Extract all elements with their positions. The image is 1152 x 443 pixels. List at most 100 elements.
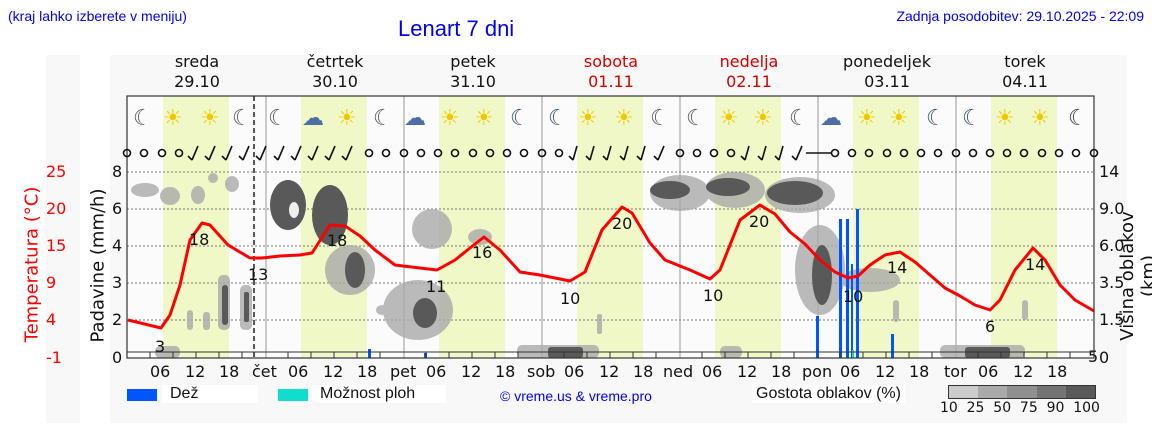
region-hint[interactable]: (kraj lahko izberete v meniju) [8,8,187,24]
temp-tick: -1 [46,348,62,367]
moon-fog-icon: ☾ [548,106,568,131]
daylight-bands [163,96,1057,358]
temp-tick: 20 [46,199,67,218]
x-tick: 06 [978,362,999,381]
temperature-axis-strip [46,55,80,423]
x-tick: 12 [323,362,344,381]
svg-text:10: 10 [843,287,863,306]
sun-fog-icon: ☀ [995,106,1015,131]
x-tick: čet [252,362,277,381]
cloud-rain-icon: ☁ [404,106,426,131]
sun-icon: ☀ [1030,106,1050,131]
moon-fog-icon: ☾ [926,106,946,131]
x-tick: 12 [875,362,896,381]
precip-tick: 8 [112,162,123,181]
cloud-tick: 6.0 [1099,236,1125,255]
x-tick: 12 [461,362,482,381]
x-tick: 12 [185,362,206,381]
day-header-2: petek 31.10 [450,52,496,91]
precip-tick: 4 [112,236,123,255]
sun-cloud-icon: ☀ [200,106,220,131]
sun-icon: ☀ [614,106,634,131]
svg-text:16: 16 [472,243,492,262]
weather-icons: ☾ ☀ ☀ ☾ ☾ ☁ ☀ ☾ ☁ ☀ ☀ ☾ ☾ ☀ ☀ ☾ ☾ ☀ ☀ ☾ … [133,106,1088,131]
x-tick: sob [527,362,556,381]
sun-cloud-icon: ☀ [719,106,739,131]
cloud-tick: 3.5 [1099,273,1125,292]
sun-cloud-icon: ☀ [474,106,494,131]
cloud-heavy-rain-icon: ☁ [820,106,842,131]
cloud-tick: 14 [1099,162,1120,181]
rain-legend-label: Dež [162,385,258,403]
cloud-density-ticks: 10 25 50 75 90 100 [940,400,1100,416]
temperature-labels: 3 18 13 18 11 16 10 20 10 20 10 14 6 14 … [155,212,1098,366]
x-tick: 12 [599,362,620,381]
moon-cloud-rain-icon: ☾ [789,106,809,131]
x-tick: 06 [150,362,171,381]
x-tick: 18 [495,362,516,381]
svg-text:20: 20 [749,212,769,231]
sun-cloud-rain-icon: ☀ [889,106,909,131]
wind-row [122,145,1099,161]
temp-tick: 15 [46,236,67,255]
svg-text:10: 10 [703,286,723,305]
cloud-tick: 0 [1099,348,1110,367]
shower-legend-swatch [278,389,308,401]
temp-tick: 25 [46,162,67,181]
moon-cloud-icon: ☾ [133,106,153,131]
cloud-density-scale [948,385,1096,399]
day-header-0: sreda 29.10 [174,52,220,91]
moon-cloud-icon: ☾ [268,106,288,131]
temp-tick: 9 [46,273,57,292]
precip-tick: 6 [112,199,123,218]
x-tick: pet [390,362,417,381]
precip-tick: 0 [112,348,123,367]
x-tick: 18 [357,362,378,381]
shower-legend-label: Možnost ploh [312,385,446,403]
sun-cloud-rain-icon: ☀ [337,106,357,131]
cloud-height-axis-label: Višina oblakov (km) [1117,211,1152,341]
svg-text:5: 5 [1088,347,1098,366]
svg-text:18: 18 [189,230,209,249]
x-tick: 18 [909,362,930,381]
hour-ticks [149,352,1071,358]
x-tick: 06 [702,362,723,381]
precip-tick: 3 [112,273,123,292]
sun-cloud-icon: ☀ [440,106,460,131]
x-tick: ned [663,362,694,381]
moon-cloud-icon: ☾ [232,106,252,131]
sun-cloud-icon: ☀ [753,106,773,131]
x-tick: 12 [1013,362,1034,381]
svg-text:11: 11 [426,277,446,296]
svg-text:14: 14 [887,258,907,277]
moon-cloud-icon: ☾ [373,106,393,131]
cloud-tick: 1.5 [1099,310,1125,329]
day-header-4: nedelja 02.11 [719,52,779,91]
day-header-3: sobota 01.11 [583,52,639,91]
svg-text:18: 18 [327,231,347,250]
x-tick: 18 [1047,362,1068,381]
day-header-1: četrtek 30.10 [306,52,364,91]
svg-text:10: 10 [560,289,580,308]
moon-cloud-icon: ☾ [686,106,706,131]
svg-text:13: 13 [248,265,268,284]
day-header-5: ponedeljek 03.11 [843,52,931,91]
x-tick: 06 [426,362,447,381]
copyright-link[interactable]: © vreme.us & vreme.pro [500,388,652,404]
x-tick: 18 [771,362,792,381]
precip-tick: 2 [112,310,123,329]
rain-legend-swatch [127,389,157,401]
x-tick: 12 [737,362,758,381]
shower-bar [852,350,854,358]
x-tick: tor [944,362,967,381]
sun-cloud-icon: ☀ [578,106,598,131]
precip-axis-label: Padavine (mm/h) [87,188,109,343]
temperature-axis-label: Temperatura (°C) [21,186,43,343]
sun-cloud-rain-icon: ☀ [857,106,877,131]
moon-icon: ☾ [1068,106,1088,131]
last-update: Zadnja posodobitev: 29.10.2025 - 22:09 [896,8,1144,24]
x-tick: 06 [564,362,585,381]
cloud-density-overlay [131,172,1028,358]
temperature-line [127,203,1095,330]
x-tick: pon [802,362,833,381]
